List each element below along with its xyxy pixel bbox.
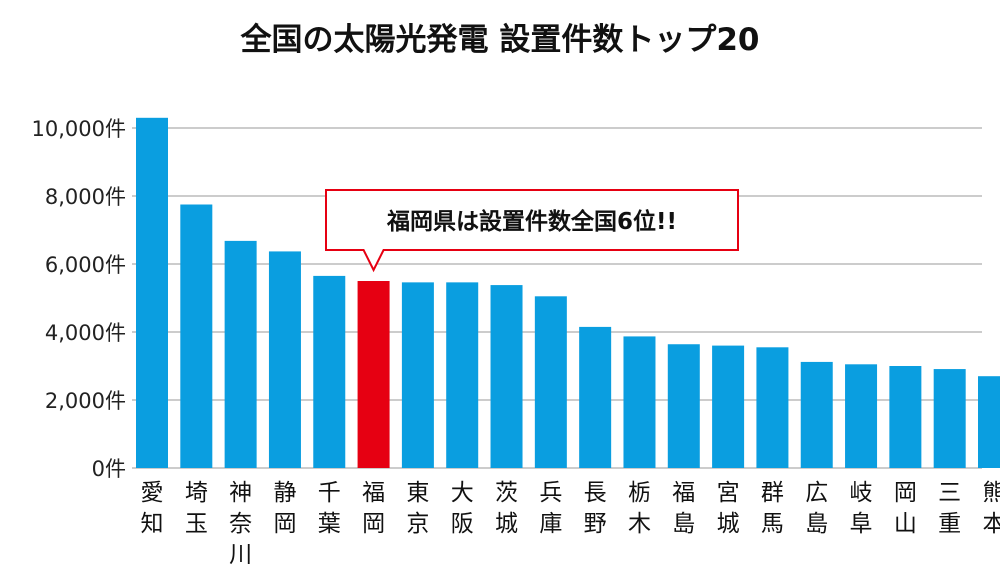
- callout-text: 福岡県は設置件数全国6位!!: [386, 208, 677, 235]
- x-tick-label: 千葉: [318, 480, 341, 537]
- bar-静岡: [268, 251, 301, 468]
- x-tick-label: 群馬: [761, 480, 784, 537]
- bar-群馬: [756, 347, 789, 468]
- y-tick-label: 4,000件: [45, 321, 126, 345]
- x-tick-label: 神奈川: [229, 480, 252, 568]
- x-tick-label: 福岡: [362, 480, 385, 537]
- bar-東京: [401, 282, 434, 468]
- x-tick-label: 広島: [805, 480, 828, 537]
- bar-茨城: [490, 285, 523, 468]
- bars: [136, 117, 1000, 469]
- x-tick-label: 大阪: [451, 480, 474, 537]
- bar-熊本: [978, 376, 1000, 468]
- x-axis-ticks: 愛知埼玉神奈川静岡千葉福岡東京大阪茨城兵庫長野栃木福島宮城群馬広島岐阜岡山三重熊…: [141, 480, 1000, 568]
- x-tick-label: 熊本: [983, 480, 1000, 537]
- bar-栃木: [623, 336, 656, 468]
- x-tick-label: 三重: [938, 480, 961, 537]
- bar-三重: [933, 369, 966, 468]
- x-tick-label: 埼玉: [185, 480, 208, 537]
- x-tick-label: 宮城: [717, 480, 740, 537]
- y-tick-label: 8,000件: [45, 185, 126, 209]
- y-axis-ticks: 0件 2,000件 4,000件 6,000件 8,000件 10,000件: [32, 117, 126, 481]
- x-tick-label: 静岡: [273, 480, 296, 537]
- x-tick-label: 東京: [406, 480, 429, 537]
- x-tick-label: 福島: [672, 480, 695, 537]
- bar-宮城: [712, 345, 745, 468]
- bar-大阪: [446, 282, 479, 468]
- x-tick-label: 栃木: [628, 480, 651, 537]
- bar-埼玉: [180, 204, 213, 468]
- x-tick-label: 茨城: [495, 480, 518, 537]
- bar-岡山: [889, 366, 922, 468]
- bar-岐阜: [845, 364, 878, 468]
- bar-広島: [800, 361, 833, 468]
- bar-千葉: [313, 275, 346, 468]
- x-tick-label: 岡山: [894, 480, 917, 537]
- y-tick-label: 2,000件: [45, 389, 126, 413]
- bar-長野: [579, 326, 612, 468]
- x-tick-label: 兵庫: [539, 480, 562, 537]
- bar-兵庫: [534, 296, 567, 468]
- x-tick-label: 岐阜: [850, 480, 873, 537]
- bar-福島: [667, 344, 700, 468]
- annotation-callout: 福岡県は設置件数全国6位!!: [325, 189, 739, 273]
- callout-box: [325, 189, 739, 273]
- x-tick-label: 長野: [584, 480, 607, 537]
- bar-愛知: [136, 117, 168, 469]
- y-tick-label: 10,000件: [32, 117, 126, 141]
- chart-title: 全国の太陽光発電 設置件数トップ20: [240, 22, 760, 58]
- x-tick-label: 愛知: [141, 480, 164, 537]
- y-tick-label: 6,000件: [45, 253, 126, 277]
- bar-福岡: [357, 281, 390, 468]
- y-tick-label: 0件: [92, 457, 126, 481]
- bar-神奈川: [224, 240, 257, 468]
